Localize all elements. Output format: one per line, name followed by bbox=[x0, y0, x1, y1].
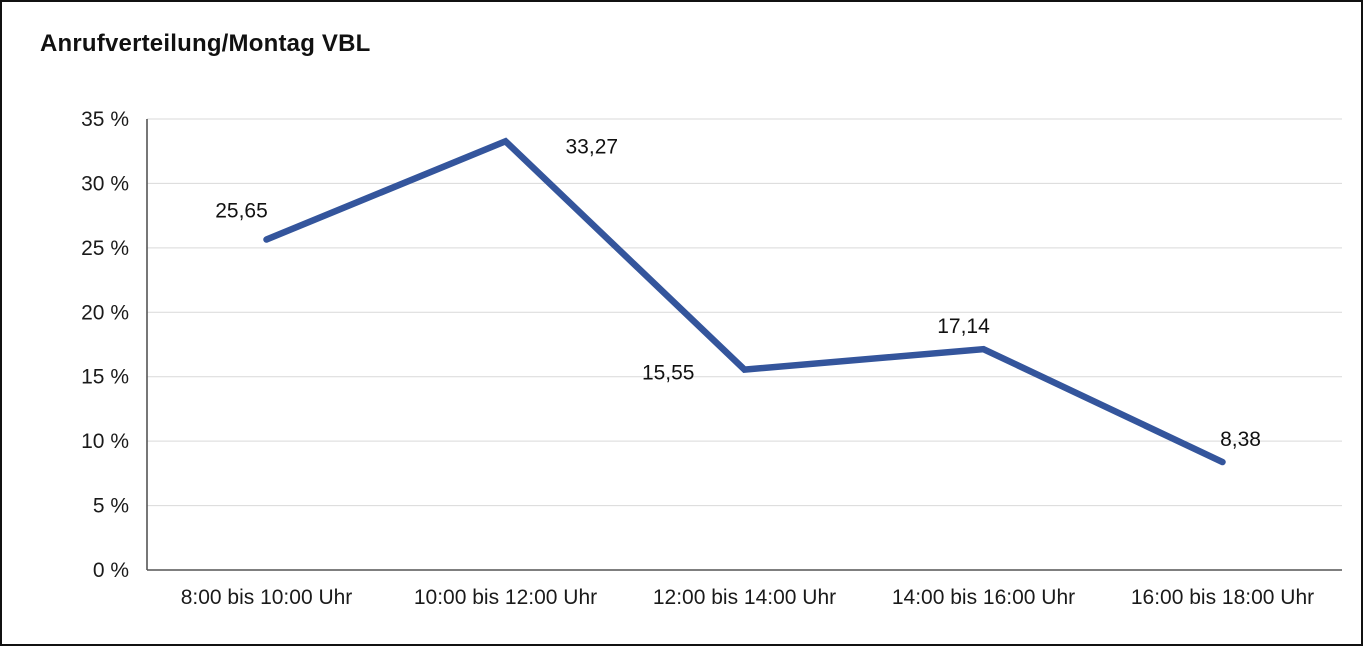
data-point-label: 8,38 bbox=[1220, 428, 1261, 451]
x-tick-label: 8:00 bis 10:00 Uhr bbox=[181, 586, 353, 609]
x-tick-label: 10:00 bis 12:00 Uhr bbox=[414, 586, 597, 609]
x-tick-label: 16:00 bis 18:00 Uhr bbox=[1131, 586, 1314, 609]
y-tick-label: 10 % bbox=[81, 430, 129, 453]
data-point-label: 25,65 bbox=[215, 199, 268, 222]
y-tick-label: 0 % bbox=[93, 559, 129, 582]
y-tick-label: 25 % bbox=[81, 237, 129, 260]
x-tick-label: 14:00 bis 16:00 Uhr bbox=[892, 586, 1075, 609]
y-tick-label: 35 % bbox=[81, 108, 129, 131]
chart-title: Anrufverteilung/Montag VBL bbox=[40, 30, 371, 57]
x-tick-label: 12:00 bis 14:00 Uhr bbox=[653, 586, 836, 609]
y-tick-label: 15 % bbox=[81, 366, 129, 389]
data-point-label: 15,55 bbox=[642, 362, 695, 385]
y-tick-label: 30 % bbox=[81, 172, 129, 195]
y-tick-label: 5 % bbox=[93, 495, 129, 518]
y-tick-label: 20 % bbox=[81, 301, 129, 324]
data-line bbox=[263, 137, 1226, 466]
data-point-label: 33,27 bbox=[566, 135, 619, 158]
data-point-label: 17,14 bbox=[937, 315, 990, 338]
